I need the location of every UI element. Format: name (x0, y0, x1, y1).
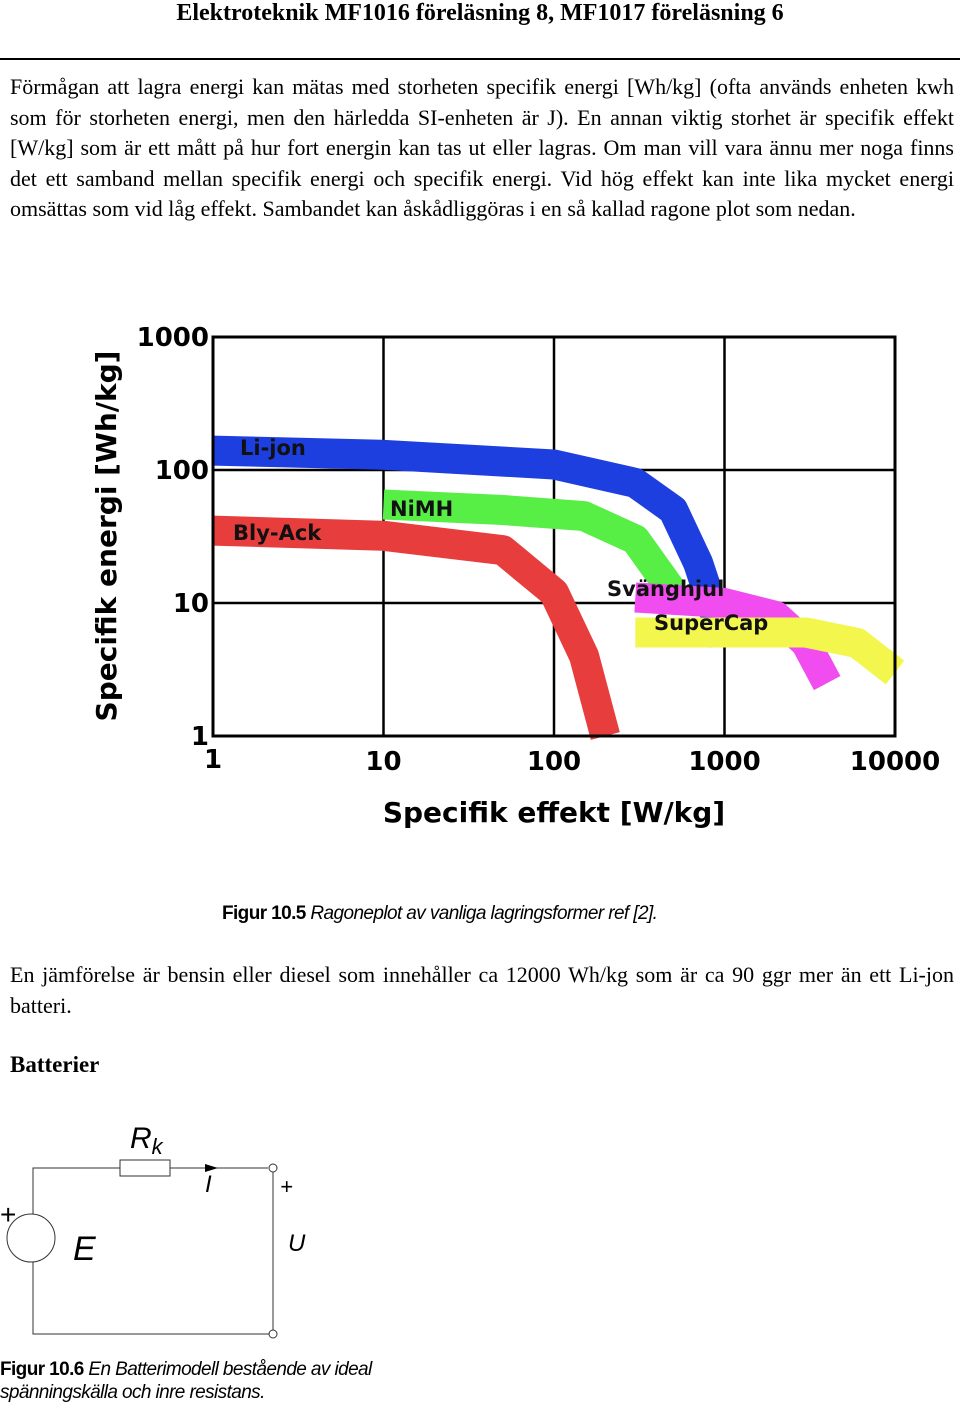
plot-ticks: 1 10 100 1000 10000 1 10 100 1000 (137, 323, 941, 777)
figure-caption-ragone: Figur 10.5 Ragoneplot av vanliga lagring… (222, 903, 658, 925)
wire-top-left (32, 1167, 120, 1235)
comparison-paragraph: En jämförelse är bensin eller diesel som… (10, 962, 954, 1018)
x-tick-label: 100 (527, 747, 581, 777)
band-supercap (635, 617, 905, 685)
intro-paragraph: Förmågan att lagra energi kan mätas med … (10, 74, 954, 222)
figure-caption-text: Ragoneplot av vanliga lagringsformer ref… (305, 903, 658, 924)
plot-bands: Li-jon NiMH Bly-Ack Svänghjul SuperCap (212, 435, 905, 740)
y-tick-label: 100 (155, 456, 209, 486)
x-tick-label: 10 (365, 747, 401, 777)
plus-sign-terminal: + (280, 1174, 293, 1199)
current-arrow-icon (205, 1164, 218, 1172)
plot-labels: Specifik effekt [W/kg] Specifik energi [W… (90, 351, 725, 829)
page-header: Elektroteknik MF1016 föreläsning 8, MF10… (176, 0, 784, 26)
x-tick-label: 1 (204, 745, 222, 775)
figure-label: Figur 10.6 (0, 1359, 84, 1380)
wire-bottom (32, 1262, 269, 1335)
y-tick-label: 1 (191, 722, 209, 752)
series-label: Svänghjul (607, 577, 724, 601)
header-rule (0, 58, 960, 60)
resistor (119, 1159, 171, 1177)
plot-border (211, 335, 897, 738)
terminal-bottom (268, 1329, 278, 1339)
plot-frame (211, 335, 897, 738)
figure-caption-circuit: Figur 10.6 En Batterimodell bestående av… (0, 1358, 420, 1404)
ragone-plot: Li-jon NiMH Bly-Ack Svänghjul SuperCap 1 10 10… (90, 323, 941, 829)
y-axis-label: Specifik energi [Wh/kg] (90, 351, 123, 722)
y-tick-label: 10 (173, 589, 209, 619)
figure-caption-text: En Batterimodell bestående av ideal spän… (0, 1359, 372, 1403)
y-tick-label: 1000 (137, 323, 209, 353)
plus-sign-source: + (0, 1199, 16, 1230)
x-tick-label: 10000 (850, 747, 940, 777)
section-heading-batterier: Batterier (10, 1052, 100, 1077)
band-svänghjul (634, 582, 841, 691)
voltage-source (6, 1213, 56, 1263)
voltage-label: U (288, 1230, 306, 1257)
terminal-top (268, 1163, 278, 1173)
series-label: SuperCap (654, 611, 768, 635)
band-nimh (382, 489, 686, 602)
battery-circuit: Rk I + + E U (0, 1122, 306, 1339)
series-label: NiMH (390, 497, 453, 521)
x-tick-label: 1000 (688, 747, 760, 777)
resistor-label: Rk (130, 1122, 164, 1159)
figure-label: Figur 10.5 (222, 903, 306, 924)
x-axis-label: Specifik effekt [W/kg] (383, 796, 725, 829)
series-label: Bly-Ack (233, 521, 322, 545)
source-label: E (73, 1230, 96, 1268)
current-label: I (205, 1171, 212, 1198)
series-label: Li-jon (240, 436, 306, 460)
band-li-jon (212, 435, 739, 648)
band-bly-ack (212, 515, 620, 740)
